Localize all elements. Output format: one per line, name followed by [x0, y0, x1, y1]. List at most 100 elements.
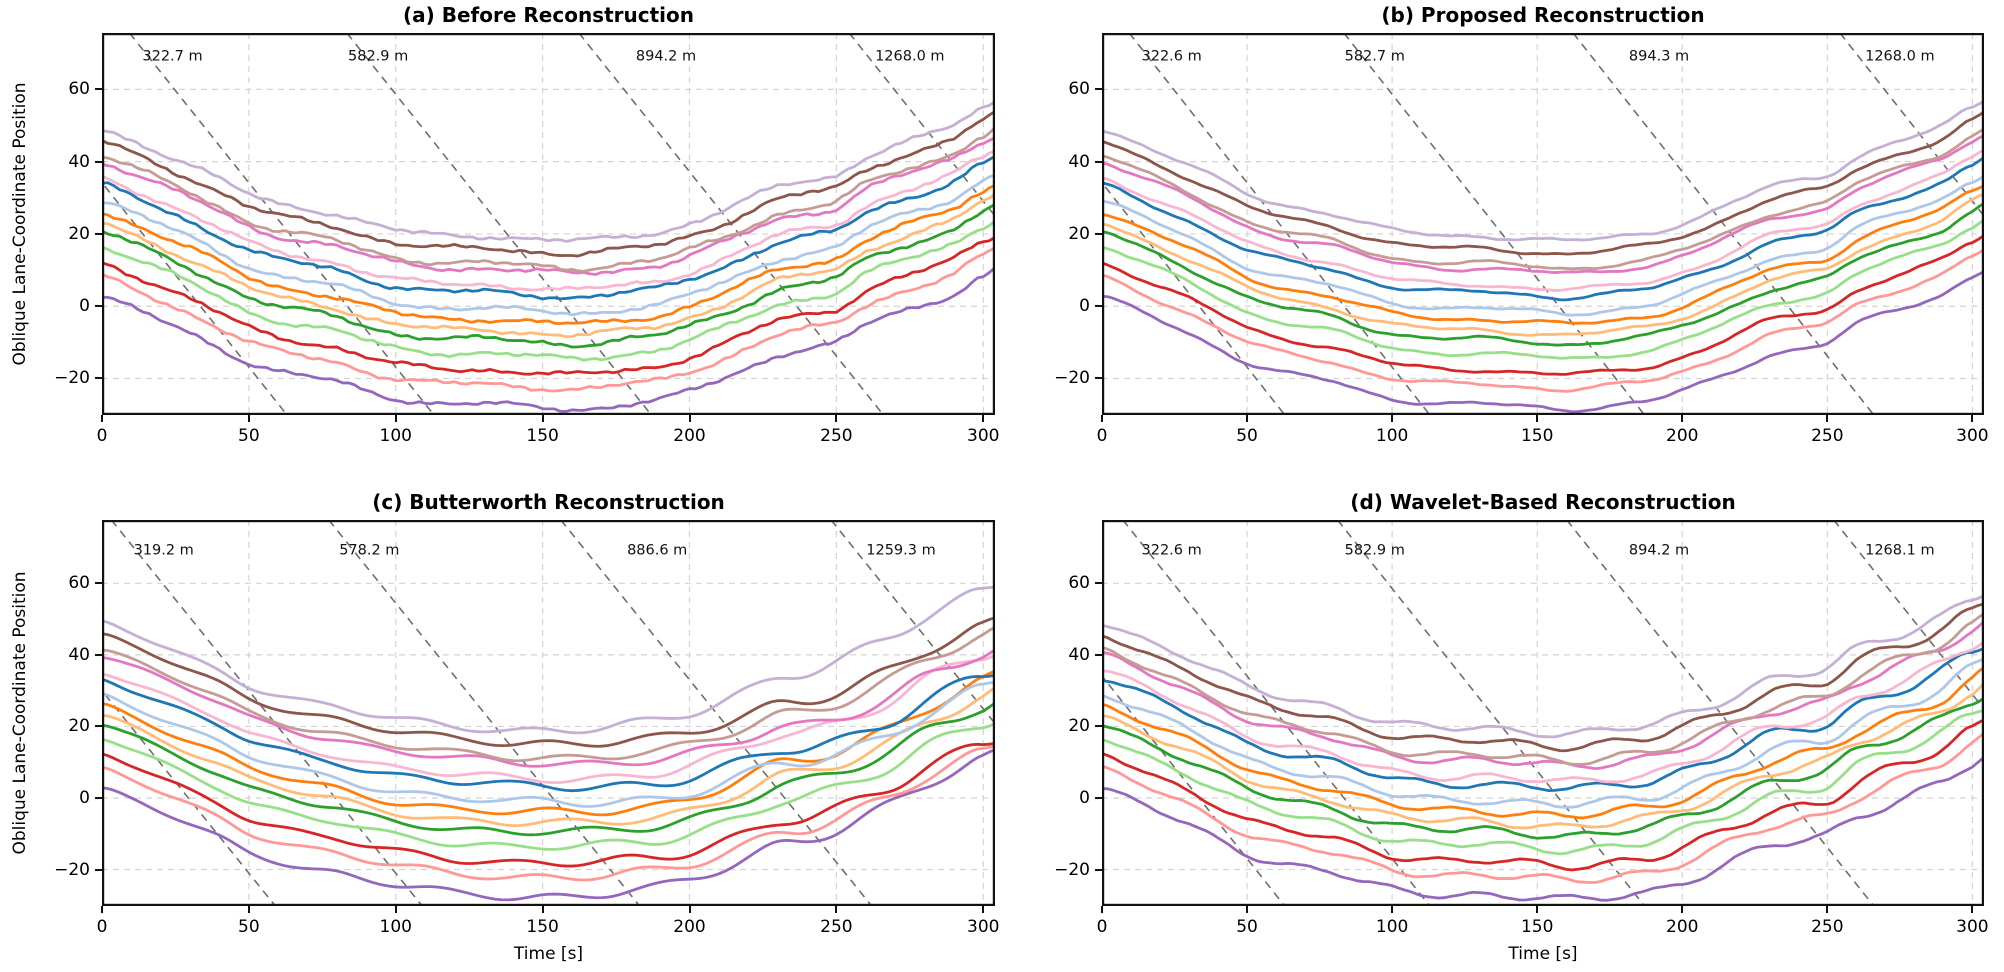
y-tick-mark	[1095, 160, 1102, 163]
trajectory-line-veh-03	[102, 235, 995, 376]
axes-spine	[1102, 33, 1984, 415]
y-tick-label: −20	[54, 368, 90, 389]
wave-distance-label: 578.2 m	[339, 543, 399, 559]
trajectory-line-veh-05	[1102, 696, 1984, 840]
chart-canvas-b: 322.6 m 582.7 m 894.3 m 1268.0 m	[1102, 33, 1984, 415]
wave-distance-label: 894.2 m	[1629, 543, 1689, 559]
y-tick-mark	[95, 582, 102, 585]
x-tick-label: 250	[1811, 426, 1844, 446]
x-tick-label: 50	[238, 426, 260, 446]
trajectory-line-veh-14	[1102, 99, 1984, 242]
trajectory-line-veh-05	[1102, 201, 1984, 347]
x-tick-label: 300	[1956, 426, 1989, 446]
wave-line	[128, 33, 435, 415]
y-tick-mark	[1095, 653, 1102, 656]
trajectory-line-veh-06	[102, 686, 995, 828]
x-tick-mark	[835, 415, 838, 422]
x-tick-label: 250	[1811, 917, 1844, 937]
x-tick-label: 100	[1375, 426, 1409, 446]
x-tick-mark	[1971, 415, 1974, 422]
x-tick-mark	[1536, 906, 1539, 913]
wave-distance-label: 1259.3 m	[866, 543, 935, 559]
trajectory-line-veh-05	[102, 701, 995, 837]
trajectory-line-veh-11	[1102, 133, 1984, 274]
x-tick-mark	[247, 906, 250, 913]
y-tick-label: 0	[79, 787, 90, 808]
y-tick-mark	[1095, 725, 1102, 728]
x-tick-mark	[982, 906, 985, 913]
x-tick-label: 50	[238, 917, 260, 937]
trajectory-line-veh-10	[102, 149, 995, 292]
x-tick-label: 0	[1096, 917, 1108, 937]
x-tick-mark	[394, 415, 397, 422]
wave-distance-label: 886.6 m	[627, 543, 687, 559]
trajectory-line-veh-12	[102, 126, 995, 273]
panel-a: (a) Before Reconstruction 322.7 m 582.9 m…	[54, 3, 999, 446]
wave-line	[1343, 33, 1646, 415]
wave-distance-label: 894.3 m	[1629, 48, 1689, 64]
trajectory-line-veh-09	[102, 674, 995, 793]
x-tick-label: 200	[1666, 426, 1699, 446]
trajectory-line-veh-06	[1102, 192, 1984, 337]
x-tick-mark	[394, 906, 397, 913]
y-tick-mark	[95, 88, 102, 91]
y-tick-label: −20	[1054, 368, 1090, 389]
y-axis-label-row1: Oblique Lane-Coordinate Position	[10, 82, 30, 366]
y-tick-label: −20	[54, 859, 90, 880]
axes-spine	[1102, 520, 1984, 906]
panel-b: (b) Proposed Reconstruction 322.6 m 582.7…	[1054, 3, 1989, 446]
trajectory-line-veh-01	[102, 266, 995, 413]
series-layer	[1102, 594, 1984, 902]
wave-distance-label: 322.7 m	[142, 48, 202, 64]
x-tick-mark	[101, 415, 103, 422]
trajectory-line-veh-06	[1102, 681, 1984, 830]
x-tick-mark	[688, 415, 691, 422]
wave-distance-label: 1268.0 m	[875, 48, 944, 64]
trajectory-line-veh-04	[102, 722, 995, 851]
y-tick-label: 0	[79, 296, 90, 317]
chart-canvas-c: 319.2 m 578.2 m 886.6 m 1259.3 m	[102, 520, 995, 906]
trajectory-line-veh-03	[1102, 718, 1984, 872]
x-tick-mark	[1101, 415, 1103, 422]
wave-distance-label: 582.7 m	[1345, 48, 1405, 64]
y-tick-label: 20	[68, 716, 90, 737]
trajectory-line-veh-13	[102, 616, 995, 748]
grid-layer	[1102, 520, 1984, 906]
trajectory-line-veh-05	[102, 202, 995, 349]
wave-line	[346, 33, 652, 415]
panel-b-title: (b) Proposed Reconstruction	[1381, 3, 1705, 27]
trajectory-line-veh-08	[1102, 174, 1984, 317]
wave-line	[560, 520, 873, 906]
y-tick-mark	[95, 232, 102, 235]
x-tick-mark	[1246, 906, 1249, 913]
y-tick-mark	[1095, 232, 1102, 235]
y-tick-label: 40	[68, 151, 90, 172]
y-tick-mark	[95, 160, 102, 163]
x-tick-label: 300	[1956, 917, 1989, 937]
trajectory-line-veh-14	[102, 100, 995, 243]
trajectory-line-veh-10	[1102, 148, 1984, 292]
wave-line	[110, 520, 423, 906]
wave-distance-label: 322.6 m	[1142, 48, 1202, 64]
trajectory-line-veh-13	[102, 110, 995, 258]
x-tick-mark	[1246, 415, 1249, 422]
trajectory-line-veh-04	[1102, 709, 1984, 856]
y-tick-label: 20	[68, 223, 90, 244]
chart-canvas-a: 322.7 m 582.9 m 894.2 m 1268.0 m	[102, 33, 995, 415]
x-tick-label: 0	[96, 917, 108, 937]
trajectory-line-veh-04	[1102, 218, 1984, 360]
x-tick-label: 50	[1236, 917, 1258, 937]
y-tick-label: −20	[1054, 859, 1090, 880]
series-layer	[102, 585, 995, 902]
y-tick-mark	[95, 868, 102, 871]
x-tick-label: 150	[1520, 917, 1554, 937]
trajectory-line-veh-02	[1102, 248, 1984, 393]
y-tick-label: 60	[1068, 79, 1090, 100]
x-axis-label-panel-d: Time [s]	[1508, 944, 1578, 964]
x-tick-label: 100	[1375, 917, 1409, 937]
x-tick-label: 0	[1096, 426, 1108, 446]
trajectory-line-veh-07	[1102, 184, 1984, 325]
trajectory-line-veh-11	[102, 648, 995, 768]
y-tick-label: 40	[68, 644, 90, 665]
